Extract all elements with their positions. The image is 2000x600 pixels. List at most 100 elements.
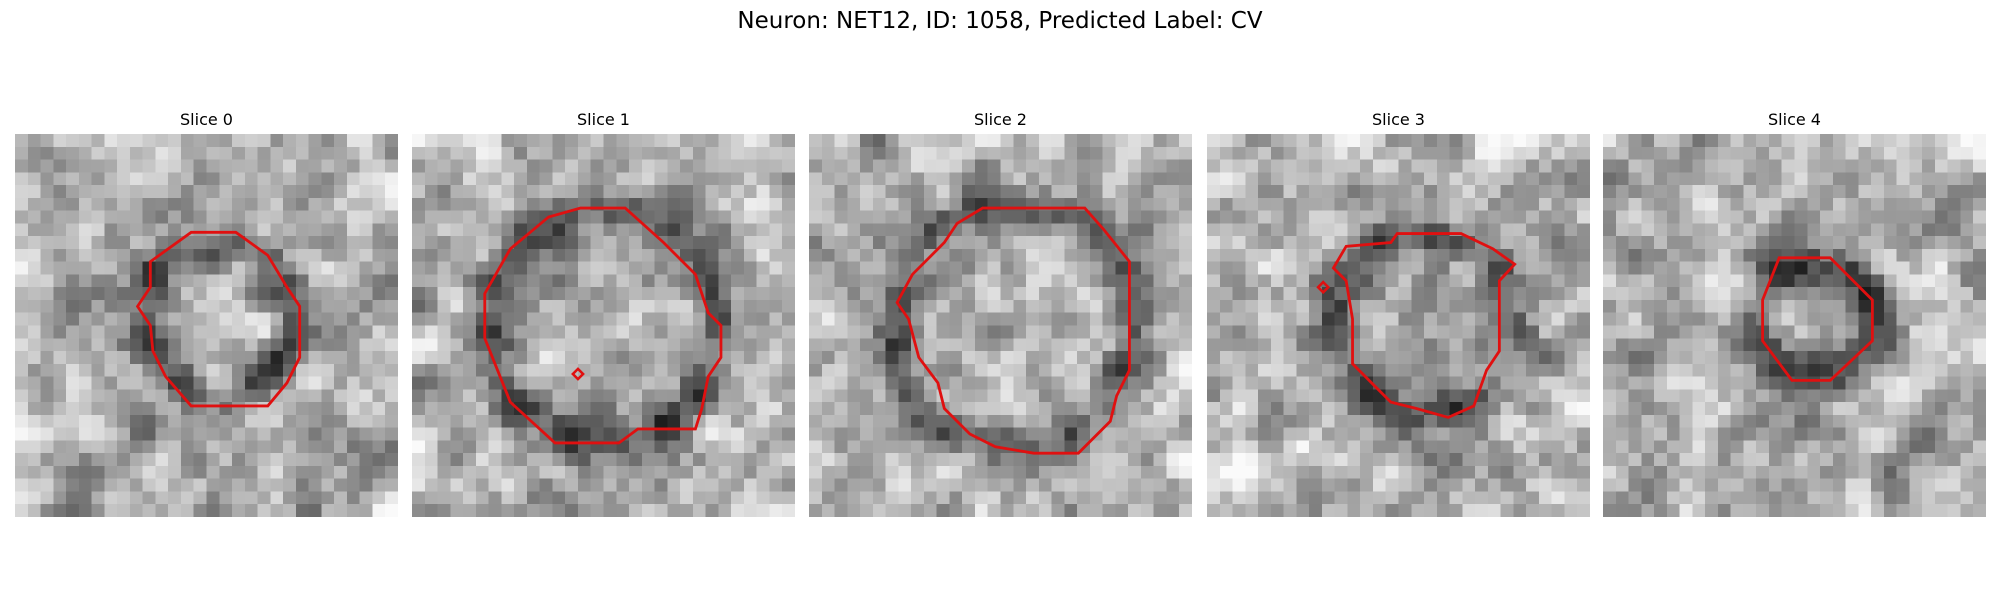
pixel xyxy=(1321,325,1335,339)
pixel xyxy=(1692,172,1706,186)
pixel xyxy=(1705,402,1719,416)
pixel xyxy=(1973,363,1986,377)
pixel xyxy=(40,338,54,352)
pixel xyxy=(821,236,835,250)
pixel xyxy=(1973,351,1986,365)
pixel xyxy=(219,185,233,199)
pixel xyxy=(1140,363,1154,377)
pixel xyxy=(1398,248,1412,262)
pixel xyxy=(232,414,246,428)
pixel xyxy=(898,453,912,467)
pixel xyxy=(270,210,284,224)
pixel xyxy=(1026,491,1040,505)
pixel xyxy=(1026,465,1040,479)
pixel xyxy=(1026,338,1040,352)
pixel xyxy=(206,351,220,365)
pixel xyxy=(743,223,757,237)
pixel xyxy=(1781,478,1795,492)
pixel xyxy=(359,440,373,454)
pixel xyxy=(1283,299,1297,313)
pixel xyxy=(1258,248,1272,262)
pixel xyxy=(104,465,118,479)
pixel xyxy=(1077,223,1091,237)
pixel xyxy=(1781,134,1795,148)
pixel xyxy=(450,312,464,326)
pixel xyxy=(1947,236,1961,250)
pixel xyxy=(424,248,438,262)
pixel xyxy=(270,402,284,416)
pixel xyxy=(769,491,783,505)
pixel xyxy=(27,172,41,186)
pixel xyxy=(1730,261,1744,275)
pixel xyxy=(1858,312,1872,326)
pixel xyxy=(308,248,322,262)
pixel xyxy=(872,299,886,313)
pixel xyxy=(1909,274,1923,288)
pixel xyxy=(1411,299,1425,313)
pixel xyxy=(308,185,322,199)
pixel xyxy=(232,338,246,352)
pixel xyxy=(654,299,668,313)
pixel xyxy=(1679,248,1693,262)
pixel xyxy=(1883,146,1897,160)
pixel xyxy=(1666,274,1680,288)
pixel xyxy=(629,159,643,173)
pixel xyxy=(1487,402,1501,416)
pixel xyxy=(219,236,233,250)
pixel xyxy=(1654,197,1668,211)
pixel xyxy=(321,376,335,390)
pixel xyxy=(949,134,963,148)
pixel xyxy=(359,159,373,173)
pixel xyxy=(1245,402,1259,416)
pixel xyxy=(1064,134,1078,148)
pixel xyxy=(1347,223,1361,237)
pixel xyxy=(705,274,719,288)
pixel xyxy=(1166,465,1180,479)
pixel xyxy=(1743,236,1757,250)
pixel xyxy=(987,376,1001,390)
pixel xyxy=(616,338,630,352)
pixel xyxy=(283,299,297,313)
pixel xyxy=(641,389,655,403)
pixel xyxy=(1692,185,1706,199)
pixel xyxy=(1973,185,1986,199)
pixel xyxy=(1871,325,1885,339)
pixel xyxy=(539,414,553,428)
pixel xyxy=(1013,465,1027,479)
pixel xyxy=(346,223,360,237)
pixel xyxy=(1538,478,1552,492)
pixel xyxy=(667,287,681,301)
pixel xyxy=(1934,261,1948,275)
pixel xyxy=(308,197,322,211)
pixel xyxy=(1934,146,1948,160)
pixel xyxy=(450,325,464,339)
pixel xyxy=(526,453,540,467)
pixel xyxy=(1845,338,1859,352)
pixel xyxy=(488,491,502,505)
pixel xyxy=(1385,363,1399,377)
pixel xyxy=(872,287,886,301)
pixel xyxy=(1551,440,1565,454)
pixel xyxy=(885,236,899,250)
pixel xyxy=(193,478,207,492)
pixel xyxy=(1615,185,1629,199)
pixel xyxy=(66,389,80,403)
pixel xyxy=(974,363,988,377)
pixel xyxy=(1807,414,1821,428)
pixel xyxy=(385,185,398,199)
pixel xyxy=(1000,325,1014,339)
pixel xyxy=(1140,236,1154,250)
pixel xyxy=(53,338,67,352)
pixel xyxy=(1424,440,1438,454)
pixel xyxy=(1140,312,1154,326)
pixel xyxy=(1871,414,1885,428)
pixel xyxy=(1179,236,1192,250)
pixel xyxy=(692,299,706,313)
pixel xyxy=(1309,312,1323,326)
pixel xyxy=(1398,427,1412,441)
pixel xyxy=(321,299,335,313)
pixel xyxy=(1564,440,1578,454)
pixel xyxy=(1013,159,1027,173)
pixel xyxy=(129,185,143,199)
pixel xyxy=(142,440,156,454)
